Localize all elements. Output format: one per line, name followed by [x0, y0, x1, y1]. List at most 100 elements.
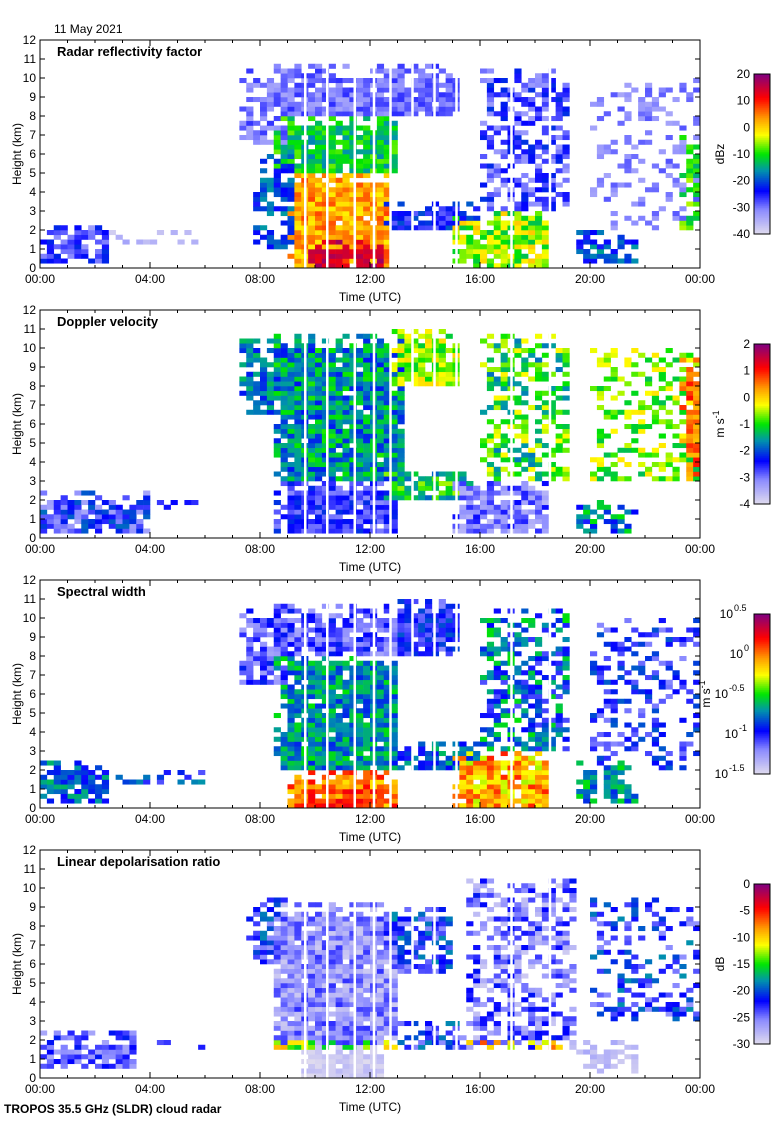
heatmap-cell: [308, 647, 315, 652]
heatmap-cell: [143, 495, 150, 500]
heatmap-cell: [246, 680, 253, 685]
heatmap-cell: [501, 689, 508, 694]
heatmap-cell: [260, 140, 267, 145]
heatmap-cell: [542, 83, 549, 88]
heatmap-cell: [239, 670, 246, 675]
heatmap-cell: [618, 789, 625, 794]
heatmap-cell: [466, 746, 473, 751]
heatmap-cell: [253, 83, 260, 88]
heatmap-cell: [81, 491, 88, 496]
heatmap-cell: [356, 500, 363, 505]
heatmap-cell: [693, 448, 700, 453]
heatmap-cell: [659, 680, 666, 685]
heatmap-cell: [590, 126, 597, 131]
heatmap-cell: [624, 443, 631, 448]
heatmap-cell: [528, 761, 535, 766]
heatmap-cell: [356, 244, 363, 249]
heatmap-cell: [40, 240, 47, 245]
heatmap-cell: [294, 111, 301, 116]
heatmap-cell: [377, 391, 384, 396]
heatmap-cell: [404, 651, 411, 656]
colorbar-swatch: [754, 370, 770, 372]
heatmap-cell: [514, 524, 521, 529]
heatmap-cell: [521, 358, 528, 363]
heatmap-cell: [377, 732, 384, 737]
heatmap-cell: [618, 742, 625, 747]
data-gap: [354, 310, 357, 538]
heatmap-cell: [686, 173, 693, 178]
heatmap-cell: [308, 73, 315, 78]
heatmap-cell: [343, 259, 350, 264]
heatmap-cell: [81, 789, 88, 794]
heatmap-cell: [535, 514, 542, 519]
heatmap-cell: [288, 140, 295, 145]
heatmap-cell: [336, 410, 343, 415]
heatmap-cell: [611, 259, 618, 264]
heatmap-cell: [404, 647, 411, 652]
heatmap-cell: [363, 362, 370, 367]
heatmap-cell: [356, 476, 363, 481]
heatmap-cell: [74, 491, 81, 496]
x-tick-label: 12:00: [355, 542, 385, 556]
heatmap-cell: [446, 491, 453, 496]
heatmap-cell: [583, 514, 590, 519]
heatmap-cell: [377, 443, 384, 448]
heatmap-cell: [624, 618, 631, 623]
colorbar-swatch: [754, 206, 770, 208]
heatmap-cell: [487, 529, 494, 534]
colorbar-swatch: [754, 722, 770, 724]
heatmap-cell: [645, 116, 652, 121]
heatmap-cell: [535, 343, 542, 348]
heatmap-cell: [597, 249, 604, 254]
heatmap-cell: [68, 794, 75, 799]
heatmap-cell: [693, 216, 700, 221]
heatmap-cell: [679, 391, 686, 396]
heatmap-cell: [514, 519, 521, 524]
heatmap-cell: [81, 780, 88, 785]
heatmap-cell: [686, 358, 693, 363]
heatmap-cell: [398, 434, 405, 439]
colorbar-swatch: [754, 470, 770, 472]
heatmap-cell: [308, 259, 315, 264]
heatmap-cell: [315, 97, 322, 102]
heatmap-cell: [377, 495, 384, 500]
heatmap-cell: [425, 642, 432, 647]
heatmap-cell: [638, 102, 645, 107]
heatmap-cell: [563, 353, 570, 358]
heatmap-cell: [398, 92, 405, 97]
heatmap-cell: [459, 756, 466, 761]
heatmap-cell: [556, 145, 563, 150]
heatmap-cell: [377, 348, 384, 353]
heatmap-cell: [253, 353, 260, 358]
heatmap-cell: [645, 140, 652, 145]
heatmap-cell: [315, 102, 322, 107]
heatmap-cell: [480, 78, 487, 83]
heatmap-cell: [356, 353, 363, 358]
heatmap-cell: [74, 761, 81, 766]
heatmap-cell: [446, 481, 453, 486]
heatmap-cell: [487, 510, 494, 515]
heatmap-cell: [61, 505, 68, 510]
colorbar-swatch: [754, 224, 770, 226]
heatmap-cell: [638, 642, 645, 647]
heatmap-cell: [521, 173, 528, 178]
heatmap-cell: [679, 88, 686, 93]
heatmap-cell: [40, 794, 47, 799]
heatmap-cell: [356, 727, 363, 732]
heatmap-cell: [556, 443, 563, 448]
y-tick-label: 1: [29, 782, 36, 796]
heatmap-cell: [47, 505, 54, 510]
heatmap-cell: [281, 761, 288, 766]
heatmap-cell: [494, 168, 501, 173]
colorbar-swatch: [754, 96, 770, 98]
heatmap-cell: [246, 670, 253, 675]
heatmap-cell: [356, 651, 363, 656]
heatmap-cell: [528, 694, 535, 699]
heatmap-cell: [294, 462, 301, 467]
heatmap-cell: [673, 434, 680, 439]
heatmap-cell: [659, 107, 666, 112]
heatmap-cell: [123, 495, 130, 500]
heatmap-cell: [597, 386, 604, 391]
heatmap-cell: [294, 476, 301, 481]
heatmap-cell: [315, 751, 322, 756]
